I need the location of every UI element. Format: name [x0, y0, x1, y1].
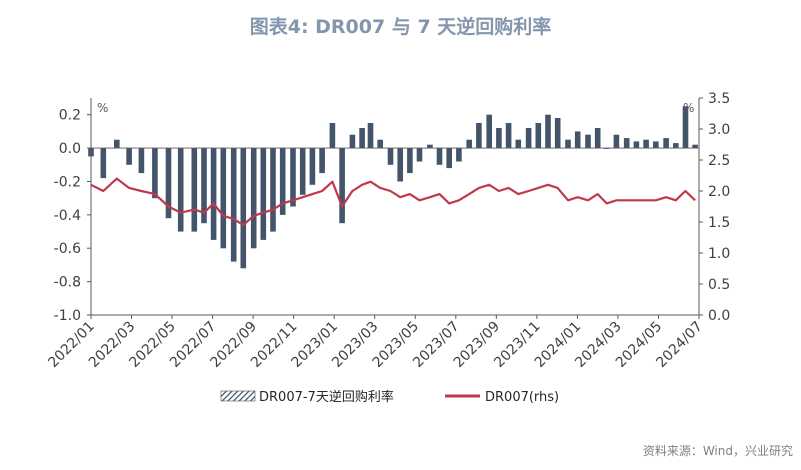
spread-bar	[240, 148, 247, 269]
spread-bar	[230, 148, 237, 262]
spread-bar	[436, 148, 443, 165]
right-tick-label: 3.5	[708, 91, 730, 107]
spread-bar	[653, 141, 659, 149]
spread-bar	[177, 148, 184, 232]
spread-bar	[152, 148, 158, 199]
spread-bar	[682, 106, 689, 148]
spread-bar	[427, 144, 433, 148]
spread-bar	[603, 148, 610, 149]
spread-bar	[387, 148, 394, 165]
spread-bar	[565, 139, 571, 148]
spread-bar	[191, 148, 198, 232]
spread-bar	[138, 148, 145, 174]
spread-bar	[456, 148, 462, 162]
spread-bar	[692, 144, 698, 148]
spread-bar	[279, 148, 286, 215]
spread-bar	[250, 148, 257, 249]
source-note: 资料来源：Wind，兴业研究	[642, 444, 793, 458]
spread-bar	[329, 123, 336, 148]
right-tick-label: 2.5	[708, 153, 730, 169]
spread-bar	[270, 148, 276, 232]
spread-bar	[339, 148, 345, 224]
spread-bar	[515, 139, 522, 148]
spread-bar	[210, 148, 217, 240]
legend: DR007-7天逆回购利率 DR007(rhs)	[220, 389, 559, 405]
right-tick-label: 1.5	[708, 215, 730, 231]
left-tick-label: 0.2	[59, 108, 81, 124]
legend-line-label: DR007(rhs)	[485, 390, 559, 405]
spread-bar	[535, 123, 542, 148]
right-tick-label: 1.0	[708, 246, 730, 262]
left-tick-label: -0.4	[54, 208, 81, 224]
left-tick-label: -0.2	[54, 174, 81, 190]
spread-bar	[466, 139, 472, 148]
right-tick-label: 0.0	[708, 308, 730, 324]
spread-bar	[585, 134, 591, 149]
left-unit-label: %	[97, 101, 108, 115]
spread-bar	[319, 148, 325, 174]
spread-bar	[673, 143, 679, 149]
legend-bar-swatch	[220, 390, 256, 402]
spread-bar	[260, 148, 267, 240]
spread-bar	[290, 148, 296, 207]
spread-bar	[416, 148, 423, 162]
spread-bar	[359, 128, 365, 148]
line-series	[90, 177, 696, 227]
spread-bar	[545, 114, 551, 149]
spread-bar	[349, 134, 356, 149]
axes: 0.2 0.0 -0.2 -0.4 -0.6 -0.8 -1.0 3.5 3.0 2.5 2.0 1.…	[45, 91, 730, 371]
spread-bar	[486, 114, 492, 149]
left-tick-label: -0.8	[54, 275, 81, 291]
chart-title: 图表4: DR007 与 7 天逆回购利率	[249, 16, 552, 38]
bar-series	[88, 106, 698, 269]
spread-bar	[100, 148, 107, 179]
spread-bar	[633, 141, 640, 149]
spread-bar	[309, 148, 316, 185]
spread-bar	[613, 134, 620, 149]
left-tick-label: 0.0	[59, 141, 81, 157]
spread-bar	[594, 128, 601, 148]
spread-bar	[114, 139, 120, 148]
right-tick-label: 2.0	[708, 184, 730, 200]
right-unit-label: %	[683, 101, 694, 115]
spread-bar	[663, 138, 669, 149]
spread-bar	[220, 148, 227, 249]
spread-bar	[377, 139, 383, 148]
spread-bar	[554, 118, 561, 148]
spread-bar	[496, 128, 502, 148]
spread-bar	[505, 123, 512, 148]
spread-bar	[446, 148, 452, 169]
dr007-line	[90, 177, 696, 227]
spread-bar	[367, 123, 374, 148]
spread-bar	[476, 123, 482, 148]
spread-bar	[525, 128, 532, 148]
spread-bar	[397, 148, 403, 182]
spread-bar	[299, 148, 306, 195]
spread-bar	[201, 148, 207, 224]
right-tick-label: 3.0	[708, 122, 730, 138]
legend-bar-label: DR007-7天逆回购利率	[259, 389, 394, 405]
spread-bar	[574, 131, 581, 149]
spread-bar	[623, 138, 630, 149]
spread-bar	[126, 148, 132, 165]
left-tick-label: -1.0	[54, 308, 81, 324]
left-tick-label: -0.6	[54, 241, 81, 257]
right-tick-label: 0.5	[708, 277, 730, 293]
spread-bar	[643, 139, 649, 148]
spread-bar	[407, 148, 413, 174]
spread-bar	[165, 148, 172, 219]
